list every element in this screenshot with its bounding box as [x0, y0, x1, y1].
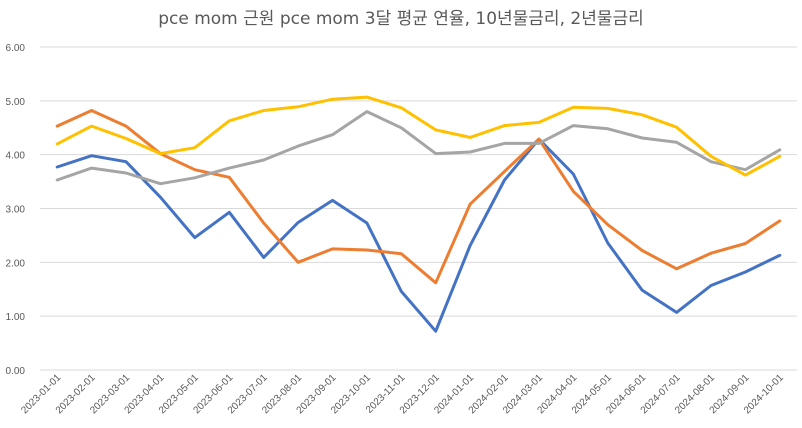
y-tick-label: 3.00: [6, 205, 26, 216]
x-axis-ticks: 2023-01-012023-02-012023-03-012023-04-01…: [19, 372, 786, 416]
series-lines: [55, 95, 782, 333]
y-tick-label: 1.00: [6, 312, 26, 323]
y-axis-ticks: 0.00 1.00 2.00 3.00 4.00 5.00 6.00: [6, 43, 26, 377]
y-tick-label: 5.00: [6, 97, 26, 108]
gridlines: [40, 46, 797, 371]
y-tick-label: 0.00: [6, 366, 26, 377]
y-tick-label: 4.00: [6, 151, 26, 162]
chart-title: pce mom 근원 pce mom 3달 평균 연율, 10년물금리, 2년물…: [158, 9, 644, 29]
series-line-3: [55, 110, 782, 186]
y-tick-label: 2.00: [6, 258, 26, 269]
series-line-4: [55, 95, 782, 177]
y-tick-label: 6.00: [6, 43, 26, 54]
series-line-1: [55, 137, 782, 333]
series-line-2: [55, 109, 782, 285]
